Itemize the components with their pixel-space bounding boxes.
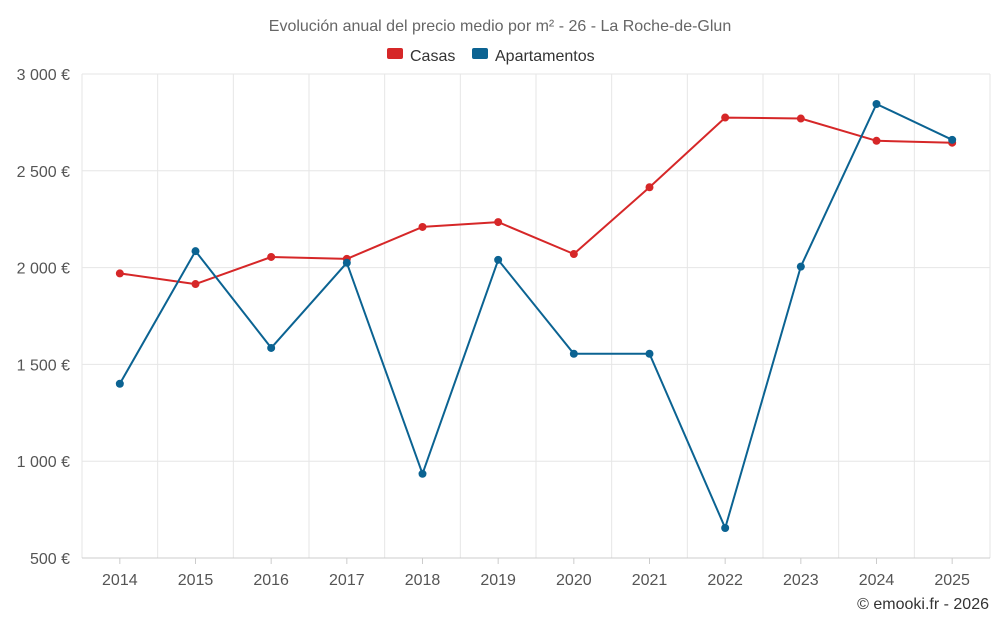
- data-point-apartamentos[interactable]: [494, 255, 503, 264]
- data-point-apartamentos[interactable]: [948, 135, 957, 144]
- y-tick-label: 2 500 €: [17, 164, 70, 181]
- chart-title: Evolución anual del precio medio por m² …: [269, 18, 731, 35]
- data-point-apartamentos[interactable]: [418, 469, 427, 478]
- legend-item-apartamentos[interactable]: Apartamentos: [472, 48, 595, 65]
- y-tick-label: 2 000 €: [17, 261, 70, 278]
- y-tick-label: 3 000 €: [17, 67, 70, 84]
- data-point-casas[interactable]: [796, 114, 805, 123]
- data-point-apartamentos[interactable]: [267, 343, 276, 352]
- copyright-text: © emooki.fr - 2026: [857, 596, 989, 613]
- x-tick-label: 2022: [707, 572, 743, 589]
- x-tick-label: 2025: [934, 572, 970, 589]
- series: [115, 100, 957, 532]
- x-tick-label: 2014: [102, 572, 138, 589]
- x-tick-label: 2021: [632, 572, 668, 589]
- legend-swatch-casas: [387, 48, 403, 59]
- y-tick-label: 500 €: [30, 551, 70, 568]
- x-tick-label: 2015: [178, 572, 214, 589]
- axes: 500 € 1 000 € 1 500 € 2 000 € 2 500 € 3 000 €…: [17, 67, 990, 589]
- data-point-apartamentos[interactable]: [872, 100, 881, 109]
- series-line-apartamentos: [118, 103, 954, 529]
- x-tick-label: 2020: [556, 572, 592, 589]
- legend: Casas Apartamentos: [387, 48, 595, 65]
- data-point-casas[interactable]: [569, 250, 578, 259]
- x-tick-label: 2019: [480, 572, 516, 589]
- series-line-casas: [118, 116, 954, 286]
- legend-label-casas: Casas: [410, 48, 455, 65]
- data-point-casas[interactable]: [267, 252, 276, 261]
- y-tick-label: 1 500 €: [17, 357, 70, 374]
- data-point-casas[interactable]: [418, 222, 427, 231]
- data-point-apartamentos[interactable]: [569, 349, 578, 358]
- data-point-casas[interactable]: [494, 218, 503, 227]
- data-point-apartamentos[interactable]: [115, 379, 124, 388]
- x-tick-label: 2023: [783, 572, 819, 589]
- x-tick-label: 2024: [859, 572, 895, 589]
- data-point-casas[interactable]: [115, 269, 124, 278]
- x-tick-label: 2018: [405, 572, 441, 589]
- data-point-apartamentos[interactable]: [191, 247, 200, 256]
- x-tick-label: 2017: [329, 572, 365, 589]
- data-point-apartamentos[interactable]: [342, 258, 351, 267]
- legend-label-apartamentos: Apartamentos: [495, 48, 595, 65]
- legend-item-casas[interactable]: Casas: [387, 48, 455, 65]
- grid: [81, 73, 991, 559]
- data-point-apartamentos[interactable]: [796, 262, 805, 271]
- data-point-casas[interactable]: [645, 183, 654, 192]
- data-point-casas[interactable]: [721, 113, 730, 122]
- x-tick-label: 2016: [253, 572, 289, 589]
- y-tick-label: 1 000 €: [17, 454, 70, 471]
- data-point-apartamentos[interactable]: [645, 349, 654, 358]
- data-point-casas[interactable]: [191, 280, 200, 289]
- legend-swatch-apartamentos: [472, 48, 488, 59]
- data-point-casas[interactable]: [872, 136, 881, 145]
- data-point-apartamentos[interactable]: [721, 523, 730, 532]
